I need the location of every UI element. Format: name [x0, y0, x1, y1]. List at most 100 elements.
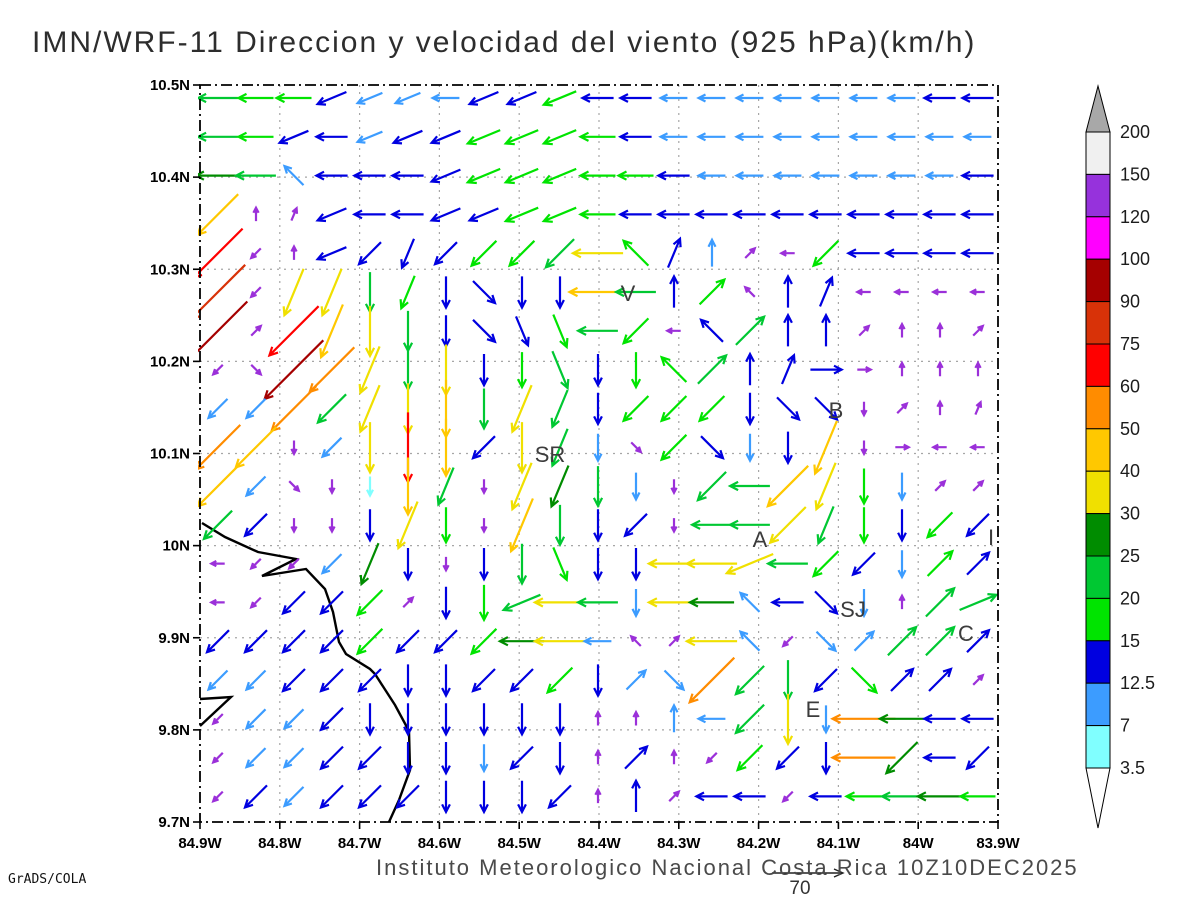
wind-arrow: [897, 472, 907, 502]
wind-arrow: [896, 401, 909, 414]
wind-arrow: [684, 636, 738, 647]
wind-arrow: [403, 703, 413, 737]
wind-arrow: [364, 422, 376, 475]
wind-arrow: [810, 364, 845, 375]
lon-tick-label: 84.6W: [418, 835, 462, 852]
wind-arrow: [503, 129, 539, 146]
wind-arrow: [206, 398, 229, 420]
wind-arrow: [965, 745, 990, 771]
wind-arrow: [924, 171, 954, 181]
wind-arrow: [858, 507, 870, 545]
wind-vector-field: [198, 90, 999, 815]
wind-arrow: [469, 628, 498, 656]
wind-arrow: [959, 93, 994, 103]
colorbar-cell: [1085, 173, 1111, 218]
wind-arrow: [313, 170, 348, 181]
wind-arrow: [693, 791, 728, 802]
wind-arrow: [631, 589, 641, 619]
wind-arrow: [921, 752, 956, 763]
city-labels: V SR B A SJ C E I: [535, 281, 994, 722]
colorbar-cell: [1085, 385, 1111, 430]
wind-arrow: [813, 668, 838, 693]
wind-arrow: [621, 239, 650, 267]
wind-arrow: [319, 784, 344, 810]
wind-arrow: [517, 703, 527, 737]
wind-arrow: [735, 744, 764, 772]
wind-arrow: [400, 238, 416, 270]
wind-arrow: [689, 519, 732, 530]
wind-arrow: [745, 351, 755, 386]
wind-arrow: [593, 548, 603, 582]
wind-arrow: [845, 248, 880, 259]
wind-arrow: [814, 590, 839, 616]
wind-arrow: [243, 629, 268, 654]
wind-arrow: [974, 360, 982, 377]
wind-arrow: [578, 131, 616, 142]
wind-arrow: [593, 509, 603, 543]
wind-arrow: [351, 209, 386, 220]
wind-arrow: [403, 664, 413, 699]
wind-arrow: [959, 170, 994, 181]
lon-tick-label: 84.3W: [657, 835, 701, 852]
lat-tick-label: 10.1N: [150, 446, 190, 463]
wind-arrow: [968, 288, 985, 296]
wind-arrow: [883, 248, 918, 259]
wind-arrow: [962, 132, 992, 142]
wind-arrow: [850, 666, 879, 695]
wind-arrow: [198, 465, 239, 508]
wind-arrow: [313, 131, 348, 142]
lat-tick-label: 9.7N: [158, 814, 190, 831]
wind-arrow: [851, 551, 876, 577]
wind-arrow: [509, 745, 534, 771]
colorbar-label: 60: [1120, 376, 1140, 396]
wind-arrow: [441, 664, 451, 699]
wind-arrow: [467, 90, 499, 106]
wind-arrow: [389, 170, 424, 181]
colorbar-cell: [1085, 725, 1111, 769]
city-label: B: [829, 398, 844, 423]
wind-arrow: [517, 276, 527, 311]
colorbar-label: 50: [1120, 419, 1140, 439]
wind-arrow: [958, 791, 996, 802]
wind-arrow: [974, 399, 983, 416]
wind-arrow: [359, 542, 380, 587]
wind-arrow: [441, 703, 451, 737]
wind-arrow: [355, 91, 383, 105]
wind-arrow: [968, 443, 985, 451]
wind-arrow: [267, 305, 320, 358]
wind-arrow: [509, 498, 534, 554]
wind-arrow: [541, 90, 577, 107]
wind-arrow: [735, 314, 766, 346]
wind-arrow: [858, 324, 871, 337]
wind-arrow: [478, 584, 490, 623]
wind-arrow: [290, 518, 298, 534]
grads-credit: GrADS/COLA: [8, 872, 87, 887]
wind-arrow: [699, 318, 724, 343]
wind-arrow: [776, 396, 801, 422]
wind-arrow: [307, 346, 356, 394]
wind-arrow: [883, 209, 918, 220]
wind-arrow: [593, 392, 603, 427]
wind-arrow: [897, 509, 907, 543]
wind-arrow: [857, 366, 874, 374]
wind-arrow: [727, 519, 770, 530]
wind-arrow: [282, 747, 305, 769]
reference-vector-label: 70: [789, 878, 810, 899]
wind-arrow: [592, 466, 604, 509]
wind-arrow: [389, 209, 424, 220]
wind-arrow: [972, 324, 985, 337]
wind-arrow: [358, 384, 381, 434]
wind-arrow: [441, 276, 451, 311]
wind-arrow: [319, 629, 344, 654]
wind-arrow: [395, 784, 420, 810]
wind-arrow: [959, 209, 994, 220]
lon-tick-label: 83.9W: [976, 835, 1020, 852]
wind-arrow: [208, 598, 225, 606]
wind-arrow: [765, 558, 808, 569]
wind-arrow: [666, 236, 682, 269]
wind-arrow: [249, 286, 262, 299]
wind-arrow: [402, 457, 414, 517]
wind-arrow: [696, 171, 726, 181]
wind-arrow: [575, 325, 618, 336]
